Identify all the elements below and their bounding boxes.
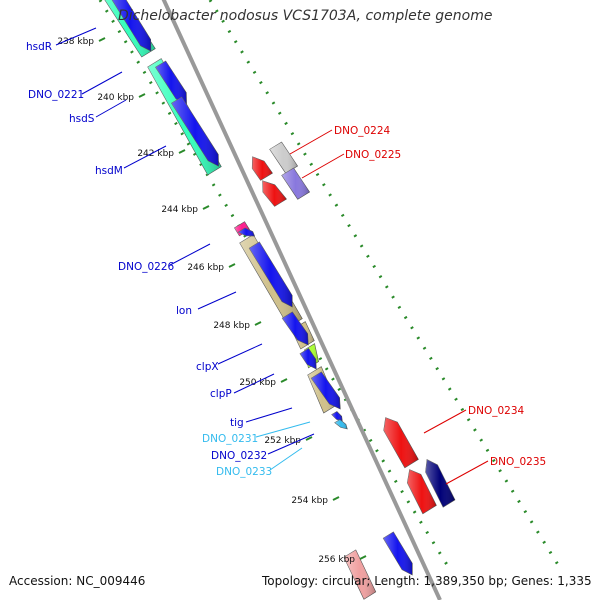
leader-line-dno-0225 <box>301 153 345 179</box>
ruler-tick-mark <box>305 436 313 441</box>
gene-block-DNO-0225-shade <box>281 168 310 200</box>
leader-line-dno-0221 <box>81 71 123 95</box>
gene-arrow-DNO-0226-shade <box>238 228 255 237</box>
ruler-tick-mark <box>138 93 146 98</box>
gene-label-hsds: hsdS <box>69 113 95 125</box>
leader-line-lon <box>197 291 237 310</box>
gene-block-pink-cog-shade <box>343 549 376 600</box>
ruler-tick-label: 250 kbp <box>239 378 276 388</box>
gene-label-clpp: clpP <box>210 388 232 400</box>
ruler-tick-label: 244 kbp <box>161 205 198 215</box>
genome-backbone <box>161 0 442 600</box>
gene-arrow-pink-adjacent-shade <box>383 531 413 575</box>
gene-label-dno-0221: DNO_0221 <box>28 89 84 101</box>
leader-line-dno-0224 <box>289 129 333 155</box>
ruler-tick-label: 256 kbp <box>318 555 355 565</box>
gene-label-hsdm: hsdM <box>95 165 123 177</box>
gene-arrow-DNO-0221-shade <box>155 61 187 105</box>
gene-label-dno-0235: DNO_0235 <box>490 456 546 468</box>
gene-arrow-DNO-0234-b-shade <box>407 469 437 514</box>
ruler-tick-mark <box>359 555 367 560</box>
ruler-tick-label: 238 kbp <box>57 37 94 47</box>
leader-line-dno-0233 <box>269 447 303 471</box>
gene-arrow-DNO-0224-shade <box>252 156 273 181</box>
ruler-tick-mark <box>98 37 106 42</box>
gene-label-dno-0233: DNO_0233 <box>216 466 272 478</box>
ruler-tick-mark <box>178 149 186 154</box>
leader-line-hsdm <box>123 145 167 169</box>
gene-arrow-clpP-shade <box>300 348 317 369</box>
gene-arrow-DNO-0232-shade <box>331 411 343 421</box>
gene-label-dno-0231: DNO_0231 <box>202 433 258 445</box>
ruler-tick-mark <box>254 321 262 326</box>
ruler-tick-label: 242 kbp <box>137 149 174 159</box>
gene-arrow-DNO-0224-b-shade <box>262 180 287 207</box>
leader-line-dno-0234 <box>423 409 467 434</box>
gene-label-tig: tig <box>230 417 244 429</box>
ruler-tick-mark <box>202 205 210 210</box>
gene-label-clpx: clpX <box>196 361 219 373</box>
gene-label-dno-0224: DNO_0224 <box>334 125 390 137</box>
leader-line-hsdr <box>55 27 97 46</box>
gene-arrow-lon-shade <box>249 241 293 307</box>
ruler-tick-label: 254 kbp <box>291 496 328 506</box>
leader-line-clpx <box>217 343 263 365</box>
ruler-tick-mark <box>228 263 236 268</box>
gene-arrow-clpX-shade <box>282 311 309 345</box>
gene-arrow-DNO-0235-shade <box>425 459 455 508</box>
ruler-tick-mark <box>332 496 340 501</box>
gene-label-hsdr: hsdR <box>26 41 52 53</box>
gene-arrow-DNO-0234-shade <box>383 417 419 468</box>
ruler-tick-label: 240 kbp <box>97 93 134 103</box>
gene-arrow-tig-shade <box>311 371 341 409</box>
genome-summary-text: Topology: circular; Length: 1,389,350 bp… <box>262 574 592 588</box>
gene-arrow-hsdR-shade <box>112 0 151 52</box>
gene-label-dno-0226: DNO_0226 <box>118 261 174 273</box>
leader-line-dno-0235 <box>445 460 489 485</box>
gene-block-DNO-0225-grey-shade <box>269 142 298 174</box>
gene-label-dno-0234: DNO_0234 <box>468 405 524 417</box>
ruler-tick-label: 248 kbp <box>213 321 250 331</box>
accession-text: Accession: NC_009446 <box>9 574 146 588</box>
map-title: Dichelobacter nodosus VCS1703A, complete… <box>118 8 493 24</box>
leader-line-dno-0226 <box>169 243 211 266</box>
leader-line-clpp <box>233 373 275 394</box>
ruler-tick-label: 246 kbp <box>187 263 224 273</box>
leader-line-hsds <box>95 99 127 118</box>
ruler-tick-mark <box>280 378 288 383</box>
gene-arrow-DNO-0231-shade <box>334 419 348 429</box>
leader-line-dno-0231 <box>255 421 311 438</box>
gene-label-dno-0225: DNO_0225 <box>345 149 401 161</box>
leader-line-dno-0232 <box>267 433 315 455</box>
leader-line-tig <box>245 407 293 423</box>
gene-label-dno-0232: DNO_0232 <box>211 450 267 462</box>
gene-arrow-hsdM-shade <box>171 97 219 167</box>
gene-label-lon: lon <box>176 305 192 317</box>
ruler-tick-label: 252 kbp <box>264 436 301 446</box>
